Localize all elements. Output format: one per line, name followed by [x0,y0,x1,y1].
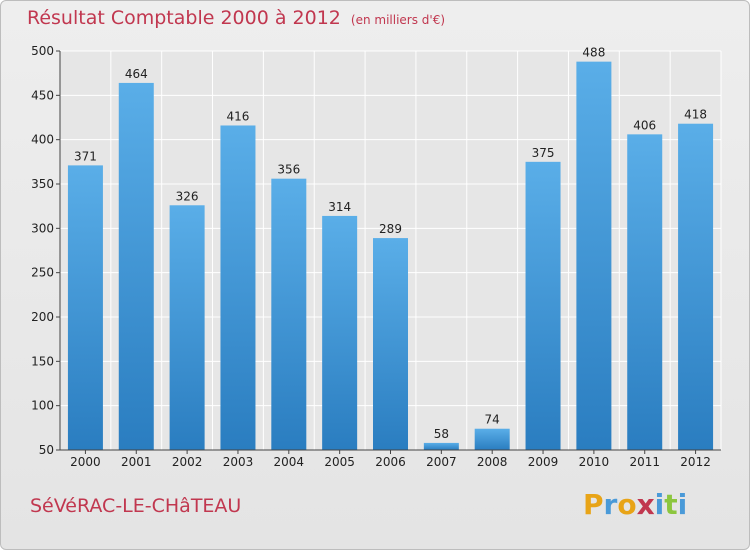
x-tick-label: 2001 [121,455,152,469]
bar [627,134,663,450]
proxiti-logo[interactable]: Proxiti [583,488,687,521]
logo-letter: i [677,488,688,521]
town-name: SéVéRAC-LE-CHâTEAU [30,495,242,517]
bar-value-label: 488 [582,46,605,60]
axis-layer: 50 100 150 200 250 300 350 400 450 500 2000 2001 200… [31,44,721,469]
chart-subtitle: (en milliers d'€) [350,13,446,27]
y-tick-label: 200 [31,310,54,324]
x-tick-label: 2011 [629,455,660,469]
logo-letter: i [654,488,665,521]
y-tick-label: 450 [31,88,54,102]
bar-value-label: 464 [125,67,148,81]
y-tick-label: 50 [39,443,54,457]
x-tick-label: 2010 [579,455,610,469]
bar [271,178,307,450]
bar [474,428,510,450]
y-tick-label: 400 [31,133,54,147]
bar-value-label: 356 [277,163,300,177]
bar [220,125,256,450]
bar-value-label: 371 [74,149,97,163]
x-tick-label: 2009 [528,455,559,469]
chart-title: Résultat Comptable 2000 à 2012 (en millie… [27,7,445,29]
bar [169,205,205,450]
bar [576,61,612,450]
bar-value-label: 406 [633,118,656,132]
bar-value-label: 289 [379,222,402,236]
x-tick-label: 2012 [680,455,711,469]
logo-letter: P [583,488,604,521]
x-tick-label: 2004 [274,455,305,469]
bar-value-label: 416 [227,109,250,123]
x-tick-label: 2002 [172,455,203,469]
y-tick-label: 250 [31,266,54,280]
logo-letter: t [664,488,678,521]
bar [423,442,459,450]
y-tick-label: 150 [31,354,54,368]
bar-layer: 371 464 326 416 356 314 289 58 74 375 488 406 418 [67,46,714,451]
bar [373,238,408,450]
bar-value-label: 74 [485,413,500,427]
y-tick-label: 300 [31,221,54,235]
x-tick-label: 2007 [426,455,457,469]
logo-letter: x [636,488,655,521]
x-tick-label: 2003 [223,455,254,469]
bar-value-label: 375 [532,146,555,160]
bar [67,165,103,450]
x-tick-label: 2000 [70,455,101,469]
y-tick-label: 100 [31,399,54,413]
bar-value-label: 326 [176,189,199,203]
logo-letter: r [603,488,618,521]
bar-value-label: 58 [434,427,449,441]
bar-value-label: 418 [684,108,707,122]
x-tick-label: 2005 [324,455,355,469]
chart-title-text: Résultat Comptable 2000 à 2012 [27,7,341,29]
bar [322,215,358,450]
x-tick-label: 2006 [375,455,406,469]
y-tick-label: 350 [31,177,54,191]
bar [678,123,714,450]
y-tick-label: 500 [31,44,54,58]
bar [118,82,154,451]
bar [525,161,561,451]
bar-value-label: 314 [328,200,351,214]
x-tick-label: 2008 [477,455,508,469]
logo-letter: o [617,488,637,521]
